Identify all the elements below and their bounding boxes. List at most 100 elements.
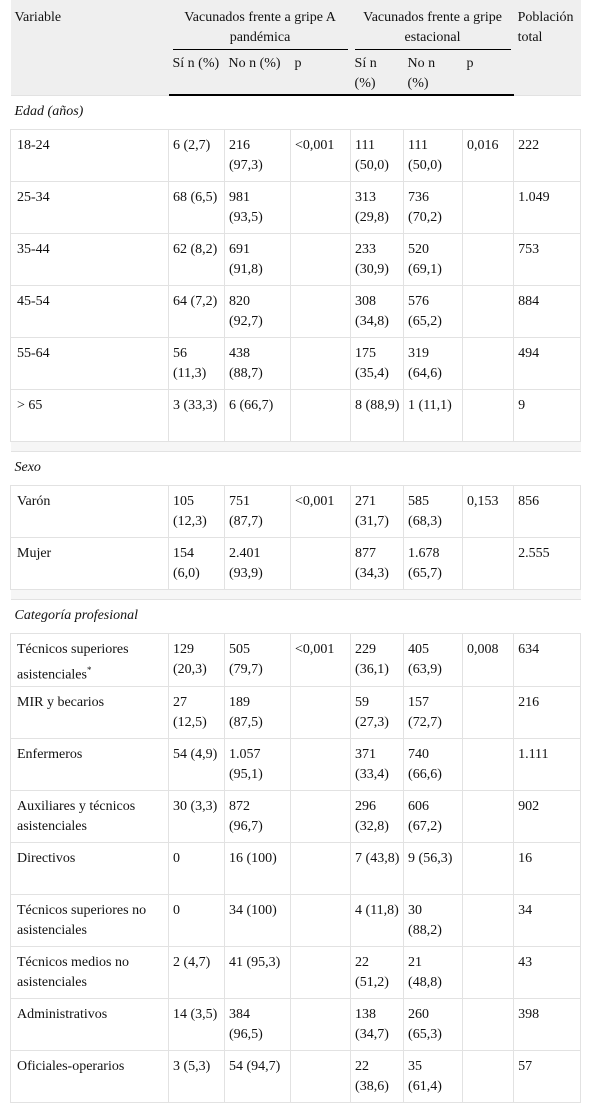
- header-cell: p: [290, 50, 351, 96]
- table-cell: 438 (88,7): [224, 337, 291, 390]
- table-cell: 3 (5,3): [168, 1049, 225, 1103]
- table-cell: [462, 685, 515, 739]
- table-cell: 902: [513, 789, 582, 843]
- table-cell: [289, 841, 352, 895]
- table-row: 18-24 6 (2,7) 216 (97,3) <0,001 111 (50,0) 11…: [10, 129, 582, 182]
- row-label-text: Directivos: [17, 850, 76, 866]
- table-cell: 740 (66,6): [403, 737, 464, 791]
- row-label-text: MIR y becarios: [17, 694, 105, 710]
- table-cell: [289, 893, 352, 947]
- table-cell: [289, 233, 352, 286]
- table-cell: 1.049: [513, 181, 582, 234]
- table-cell: 9 (56,3): [403, 841, 464, 895]
- header-row: Sí n (%) No n (%) p Sí n (%) No n (%) p: [11, 50, 581, 96]
- table-cell: 216 (97,3): [224, 129, 291, 182]
- table-cell: 16: [513, 841, 582, 895]
- table-row: Mujer 154 (6,0) 2.401 (93,9) 877 (34,3) 1.67…: [10, 537, 582, 590]
- table-cell: 6 (66,7): [224, 389, 291, 442]
- table-cell: 175 (35,4): [350, 337, 405, 390]
- spacer-row: [10, 441, 581, 452]
- table-cell: 0,153: [462, 485, 515, 538]
- table-cell: 30 (88,2): [403, 893, 464, 947]
- row-label: Varón: [10, 485, 169, 538]
- table-cell: [289, 285, 352, 338]
- table-cell: 271 (31,7): [350, 485, 405, 538]
- table-cell: [289, 337, 352, 390]
- row-label-text: 18-24: [17, 138, 50, 153]
- row-label-text: Técnicos superiores no asistenciales: [17, 902, 147, 938]
- table-cell: [462, 997, 515, 1051]
- row-label-text: 35-44: [17, 242, 50, 257]
- table-cell: 2.555: [513, 537, 582, 590]
- table-cell: [289, 181, 352, 234]
- table-cell: [462, 945, 515, 999]
- table-cell: 233 (30,9): [350, 233, 405, 286]
- row-label: Auxiliares y técnicos asistenciales: [10, 789, 169, 843]
- table-cell: 0: [168, 841, 225, 895]
- row-label: Técnicos superiores no asistenciales: [10, 893, 169, 947]
- table-cell: 606 (67,2): [403, 789, 464, 843]
- row-label-text: Varón: [17, 494, 51, 509]
- table-cell: 9: [513, 389, 582, 442]
- table-cell: 820 (92,7): [224, 285, 291, 338]
- table-cell: 22 (51,2): [350, 945, 405, 999]
- table-cell: 41 (95,3): [224, 945, 291, 999]
- table-row: 45-54 64 (7,2) 820 (92,7) 308 (34,8) 576 (65…: [10, 285, 582, 338]
- table-cell: <0,001: [289, 633, 352, 687]
- table-cell: 296 (32,8): [350, 789, 405, 843]
- table-cell: 21 (48,8): [403, 945, 464, 999]
- table-cell: 405 (63,9): [403, 633, 464, 687]
- spacer-cell: [10, 441, 581, 452]
- row-label: 55-64: [10, 337, 169, 390]
- table-cell: 7 (43,8): [350, 841, 405, 895]
- row-label-text: Oficiales-operarios: [17, 1058, 125, 1074]
- row-label-text: 25-34: [17, 190, 50, 205]
- table-cell: 856: [513, 485, 582, 538]
- row-label-text: Mujer: [17, 546, 52, 561]
- header-group: Vacunados frente a gripe A pandémica: [168, 0, 351, 50]
- table-cell: 884: [513, 285, 582, 338]
- table-cell: 59 (27,3): [350, 685, 405, 739]
- table-cell: 57: [513, 1049, 582, 1103]
- table-cell: [462, 389, 515, 442]
- table-cell: 14 (3,5): [168, 997, 225, 1051]
- section-row: Sexo: [10, 451, 581, 486]
- spacer-cell: [10, 589, 581, 600]
- table-cell: 398: [513, 997, 582, 1051]
- table-cell: 0: [168, 893, 225, 947]
- row-label-text: Técnicos medios no asistenciales: [17, 954, 129, 990]
- row-label: Enfermeros: [10, 737, 169, 791]
- spacer-row: [10, 589, 581, 600]
- table-cell: [289, 945, 352, 999]
- table-cell: 313 (29,8): [350, 181, 405, 234]
- table-cell: 54 (94,7): [224, 1049, 291, 1103]
- table-row: Administrativos 14 (3,5) 384 (96,5) 138 (34…: [10, 997, 582, 1051]
- table-cell: 54 (4,9): [168, 737, 225, 791]
- header-cell: Sí n (%): [168, 50, 225, 96]
- section-row: Edad (años): [10, 94, 581, 130]
- footnote-mark: *: [86, 665, 92, 675]
- table-cell: [462, 337, 515, 390]
- row-label: Oficiales-operarios: [10, 1049, 169, 1103]
- table-cell: 981 (93,5): [224, 181, 291, 234]
- section-title: Categoría profesional: [10, 599, 581, 634]
- section-row: Categoría profesional: [10, 599, 581, 634]
- table-cell: [462, 181, 515, 234]
- table-cell: [462, 1049, 515, 1103]
- table-row: Directivos 0 16 (100) 7 (43,8) 9 (56,3) 16: [10, 841, 582, 895]
- table-cell: 585 (68,3): [403, 485, 464, 538]
- header-cell: Población total: [513, 0, 581, 95]
- table-cell: 56 (11,3): [168, 337, 225, 390]
- row-label: Directivos: [10, 841, 169, 895]
- table-cell: 129 (20,3): [168, 633, 225, 687]
- table-cell: 1.678 (65,7): [403, 537, 464, 590]
- table-cell: 64 (7,2): [168, 285, 225, 338]
- table-cell: [462, 893, 515, 947]
- table-cell: <0,001: [289, 485, 352, 538]
- table-row: Oficiales-operarios 3 (5,3) 54 (94,7) 22 (3…: [10, 1049, 582, 1103]
- table-cell: 6 (2,7): [168, 129, 225, 182]
- row-label: Mujer: [10, 537, 169, 590]
- table-cell: [289, 1049, 352, 1103]
- table-cell: 520 (69,1): [403, 233, 464, 286]
- table-cell: 111 (50,0): [350, 129, 405, 182]
